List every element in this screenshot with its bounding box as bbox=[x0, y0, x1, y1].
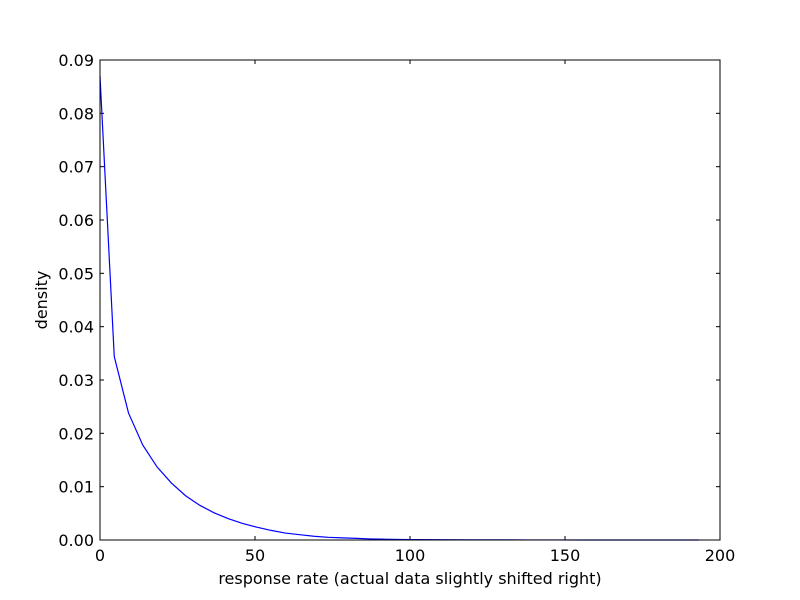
x-tick-label: 0 bbox=[95, 546, 105, 565]
y-tick-label: 0.05 bbox=[58, 264, 94, 283]
y-axis-label: density bbox=[32, 271, 51, 330]
x-tick-label: 200 bbox=[705, 546, 736, 565]
x-tick-label: 50 bbox=[245, 546, 265, 565]
axis-tick-labels: 0 50 100 150 200 0.00 0.01 0.02 0.03 0.04 0.05 0.06… bbox=[58, 51, 735, 565]
y-tick-label: 0.01 bbox=[58, 478, 94, 497]
y-tick-label: 0.03 bbox=[58, 371, 94, 390]
y-tick-label: 0.09 bbox=[58, 51, 94, 70]
plot-frame bbox=[99, 59, 721, 541]
y-tick-label: 0.08 bbox=[58, 104, 94, 123]
plot-background bbox=[100, 60, 720, 540]
y-tick-label: 0.04 bbox=[58, 318, 94, 337]
y-tick-label: 0.06 bbox=[58, 211, 94, 230]
x-axis-label: response rate (actual data slightly shif… bbox=[218, 569, 601, 588]
y-tick-label: 0.00 bbox=[58, 531, 94, 550]
y-tick-label: 0.07 bbox=[58, 158, 94, 177]
y-tick-label: 0.02 bbox=[58, 424, 94, 443]
x-tick-label: 150 bbox=[550, 546, 581, 565]
x-tick-label: 100 bbox=[395, 546, 426, 565]
